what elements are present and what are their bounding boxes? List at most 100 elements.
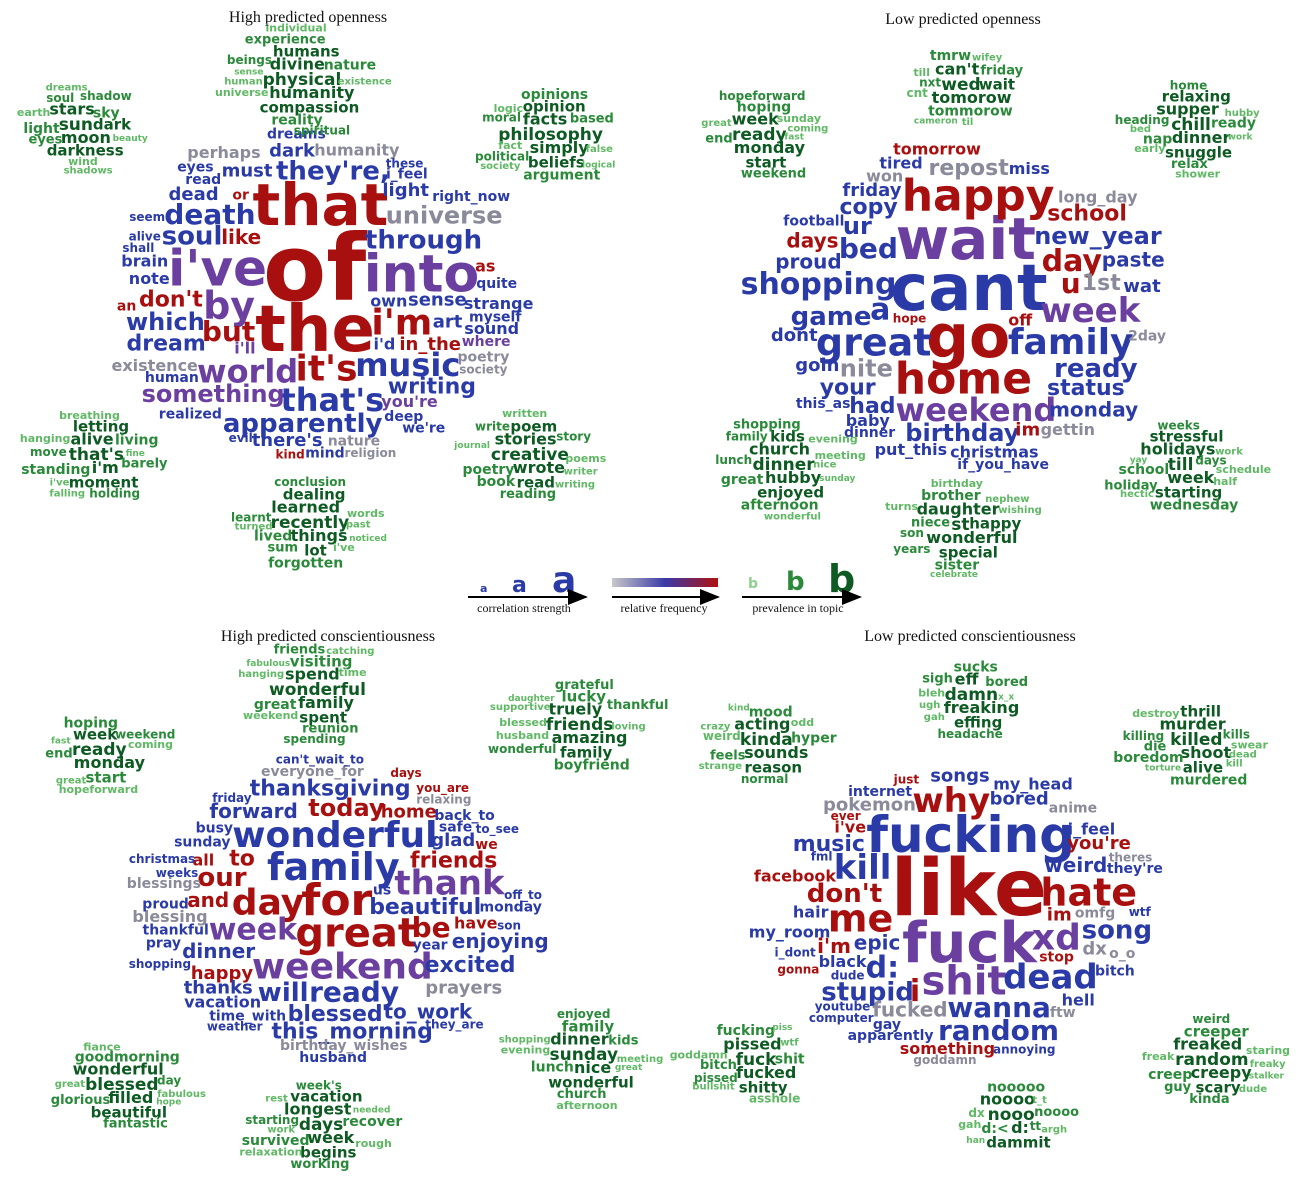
topic-word: kids	[608, 1034, 638, 1049]
cloud-word: all	[193, 851, 215, 870]
topic-word: supper	[1156, 100, 1219, 119]
cloud-word: black	[819, 952, 867, 971]
topic-word: breathing	[59, 409, 120, 422]
topic-word: sense	[234, 68, 263, 78]
topic-word: creative	[491, 445, 569, 465]
cloud-word: will	[258, 978, 309, 1008]
topic-word: thrill	[1180, 703, 1221, 721]
topic-word: family	[298, 693, 354, 712]
topic-word: experience	[245, 32, 326, 47]
cloud-word: family	[1008, 322, 1134, 363]
topic-word: past	[346, 519, 371, 530]
cloud-word: by	[203, 284, 255, 328]
cloud-word: human	[145, 370, 199, 386]
topic-word: freaky	[1250, 1059, 1286, 1070]
topic-word: damn	[945, 685, 998, 705]
topic-word: murdered	[1170, 773, 1247, 789]
cloud-word: won	[866, 167, 903, 186]
cloud-word: our	[197, 863, 246, 893]
cloud-word: this_as	[796, 396, 851, 412]
topic-word: sky	[93, 106, 120, 122]
topic-word: relaxation	[239, 1145, 302, 1158]
cloud-word: tired	[879, 153, 922, 172]
topic-word: week	[307, 1128, 354, 1147]
cloud-word: friday	[212, 791, 252, 805]
cloud-word: thanks	[184, 977, 253, 998]
cloud-word: hope	[893, 312, 927, 326]
topic-word: til	[962, 117, 974, 128]
topic-word: church	[557, 1087, 607, 1102]
cloud-word: alive	[129, 229, 161, 243]
topic-word: simply	[530, 138, 590, 157]
topic-word: swear	[1231, 738, 1269, 751]
cloud-word: don't	[139, 287, 203, 312]
cloud-word: songs	[930, 766, 990, 787]
topic-word: wind	[68, 155, 98, 168]
topic-word: wonderful	[764, 512, 821, 523]
cloud-word: right_now	[432, 189, 510, 205]
topic-word: t_t	[1032, 1095, 1047, 1106]
topic-word: start	[86, 769, 127, 787]
topic-word: stars	[49, 100, 94, 119]
topic-word: heading	[1115, 113, 1170, 127]
cloud-word: off	[1008, 310, 1033, 329]
cloud-word: long_day	[1058, 187, 1138, 206]
topic-cloud-low-conscientiousness-4: noood:noooodammitnoooood:<noooottdxgaht_…	[958, 1080, 1079, 1152]
cloud-word: an	[117, 299, 136, 315]
cloud-word: gay	[873, 1017, 901, 1033]
topic-word: ready	[732, 125, 787, 145]
topic-word: freaking	[944, 698, 1019, 717]
topic-word: nxt	[919, 76, 941, 90]
cloud-word: stop	[1039, 949, 1074, 965]
cloud-word: apparently	[223, 409, 383, 439]
topic-word: fiance	[83, 1040, 120, 1053]
topic-word: home	[1170, 78, 1207, 92]
cloud-word: happy	[191, 963, 254, 984]
topic-word: week	[73, 726, 118, 744]
topic-word: weird	[703, 729, 741, 743]
topic-word: i've	[333, 541, 355, 554]
cloud-word: shall	[122, 241, 154, 255]
cloud-word: which	[126, 308, 205, 336]
topic-word: nooo	[988, 1105, 1035, 1125]
topic-word: effing	[954, 714, 1002, 732]
topic-word: ugh	[919, 700, 940, 711]
cloud-word: status	[1047, 376, 1125, 401]
topic-word: wonderful	[269, 680, 366, 700]
cloud-word: ftw	[1050, 1005, 1076, 1021]
topic-word: starting	[245, 1113, 299, 1127]
topic-word: stalker	[1249, 1072, 1285, 1082]
cloud-word: youtube	[815, 1000, 871, 1014]
topic-word: friends	[274, 642, 326, 657]
topic-word: start	[746, 154, 787, 172]
topic-word: working	[290, 1157, 349, 1172]
cloud-word: put_this	[875, 440, 948, 459]
topic-word: spent	[299, 709, 347, 727]
topic-word: pissed	[723, 1035, 781, 1054]
cloud-word: monday	[1049, 398, 1138, 422]
topic-word: false	[586, 144, 613, 155]
topic-word: random	[1175, 1050, 1249, 1070]
topic-word: cameron	[914, 117, 958, 127]
topic-word: lot	[304, 542, 327, 560]
panel-title-high-openness: High predicted openness	[229, 9, 387, 26]
topic-word: move	[30, 445, 67, 459]
cloud-word: goin	[795, 355, 839, 376]
cloud-word: like	[891, 844, 1047, 934]
cloud-word: today	[308, 794, 385, 822]
cloud-word: realized	[159, 407, 222, 423]
cloud-word: bored	[990, 789, 1049, 810]
cloud-word: have	[454, 913, 498, 932]
topic-word: enjoyed	[757, 484, 824, 502]
topic-word: human	[224, 77, 263, 88]
topic-word: guy	[1164, 1080, 1192, 1095]
topic-word: asshole	[749, 1092, 800, 1106]
topic-word: bullshit	[692, 1082, 735, 1093]
cloud-word: weeks	[156, 866, 199, 880]
cloud-word: prayers	[425, 978, 502, 999]
topic-word: wonderful	[73, 1060, 164, 1079]
cloud-word: dead	[169, 184, 219, 205]
cloud-word: can't_wait_to	[276, 753, 364, 768]
